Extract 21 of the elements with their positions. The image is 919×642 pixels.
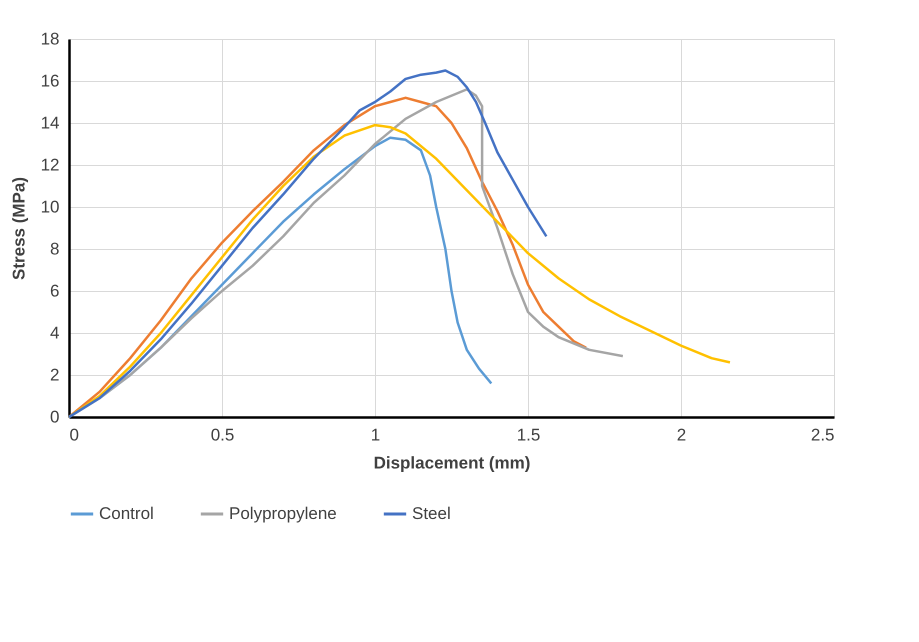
y-tick-label: 18 <box>40 30 60 48</box>
x-tick-label: 1 <box>370 426 380 444</box>
y-tick-label: 16 <box>40 72 60 90</box>
x-tick-label: 2.5 <box>810 426 834 444</box>
y-axis-title: Stress (MPa) <box>10 177 29 280</box>
y-tick-label: 6 <box>50 282 60 300</box>
y-tick-label: 4 <box>50 324 60 342</box>
legend-label: Polypropylene <box>229 504 337 523</box>
x-tick-label: 2 <box>676 426 686 444</box>
y-tick-label: 2 <box>50 366 60 384</box>
y-tick-label: 14 <box>40 114 60 132</box>
y-tick-label: 12 <box>40 156 60 174</box>
y-tick-label: 0 <box>50 408 60 426</box>
legend-label: Steel <box>412 504 451 523</box>
x-tick-label: 0 <box>70 426 79 444</box>
x-tick-label: 1.5 <box>516 426 540 444</box>
y-tick-label: 8 <box>50 240 60 258</box>
y-tick-label: 10 <box>40 198 60 216</box>
x-axis-title: Displacement (mm) <box>374 454 530 472</box>
x-tick-label: 0.5 <box>210 426 234 444</box>
legend-label: Control <box>99 504 154 523</box>
